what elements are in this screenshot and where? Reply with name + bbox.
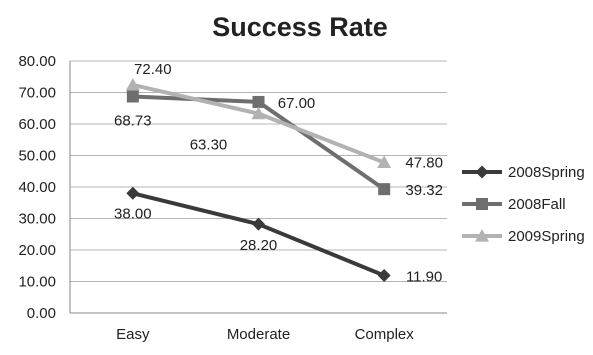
legend-item-2008fall: 2008Fall (462, 196, 566, 213)
data-point-2008fall (378, 183, 391, 196)
data-point-2009spring (377, 155, 392, 169)
series-line-2008spring (132, 191, 385, 278)
y-tick-label: 40.00 (18, 179, 56, 196)
y-tick-label: 30.00 (18, 211, 56, 228)
x-tick-label: Complex (355, 326, 415, 343)
x-tick-label: Moderate (227, 326, 290, 343)
data-point-2009spring (251, 106, 266, 120)
data-label: 38.00 (114, 205, 152, 222)
data-point-2008fall (126, 90, 139, 103)
data-label: 28.20 (240, 237, 278, 254)
chart-title: Success Rate (212, 12, 388, 42)
data-label: 47.80 (405, 154, 443, 171)
y-tick-label: 70.00 (18, 85, 56, 102)
data-label: 63.30 (190, 137, 228, 154)
legend-marker (475, 229, 489, 242)
data-point-2009spring (125, 77, 140, 91)
data-label: 67.00 (278, 95, 316, 112)
data-point-2008spring (377, 269, 391, 283)
series-group (125, 77, 392, 283)
y-tick-labels: 0.00 10.00 20.00 30.00 40.00 50.00 60.00 70.00 8… (18, 53, 56, 322)
y-tick-label: 20.00 (18, 242, 56, 259)
y-tick-label: 10.00 (18, 274, 56, 291)
x-tick-labels: Easy Moderate Complex (116, 326, 414, 343)
legend-item-2008spring: 2008Spring (462, 164, 585, 181)
data-label: 39.32 (405, 182, 443, 199)
y-tick-label: 0.00 (27, 305, 56, 322)
series-2009spring (125, 77, 392, 169)
legend-marker (476, 198, 488, 210)
legend-label: 2008Fall (508, 196, 566, 213)
data-labels: 38.00 28.20 11.90 68.73 67.00 39.32 72.40 63.30… (114, 61, 443, 286)
legend-marker (475, 165, 489, 179)
series-2008spring (126, 186, 391, 283)
y-tick-label: 50.00 (18, 148, 56, 165)
x-tick-label: Easy (116, 326, 150, 343)
legend-item-2009spring: 2009Spring (462, 228, 585, 245)
data-label: 72.40 (134, 61, 172, 78)
legend-label: 2009Spring (508, 228, 585, 245)
data-point-2008spring (252, 217, 265, 231)
data-label: 11.90 (406, 269, 442, 286)
data-point-2008fall (252, 95, 265, 108)
series-2008fall (126, 90, 391, 196)
data-label: 68.73 (114, 113, 152, 130)
legend: 2008Spring 2008Fall 2009Spring (462, 164, 585, 245)
y-tick-label: 60.00 (18, 116, 56, 133)
legend-label: 2008Spring (508, 164, 585, 181)
y-tick-label: 80.00 (18, 53, 56, 70)
data-point-2008spring (126, 186, 140, 200)
axes (69, 61, 447, 314)
